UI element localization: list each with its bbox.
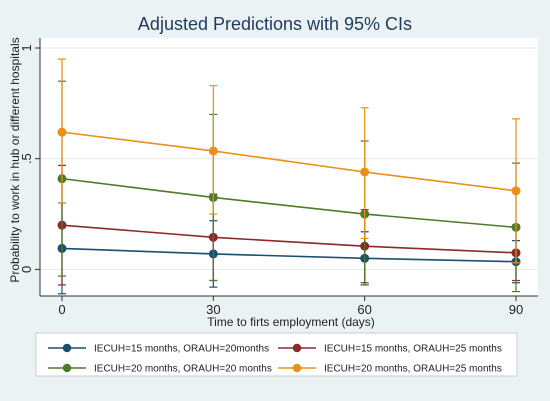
- legend-label: IECUH=20 months, ORAUH=20 months: [94, 364, 272, 375]
- legend-box: [35, 332, 518, 377]
- legend-swatch-marker: [292, 343, 302, 353]
- series-4: [57, 58, 521, 264]
- x-tick-label: 30: [206, 302, 220, 317]
- y-tick-label: .5: [19, 153, 34, 164]
- y-tick-label: 0: [19, 266, 34, 273]
- data-point: [511, 186, 521, 196]
- legend-entry: IECUH=15 months, ORAUH=25 months: [278, 344, 502, 355]
- legend-entry: IECUH=20 months, ORAUH=20 months: [48, 364, 272, 375]
- x-tick-label: 0: [58, 302, 65, 317]
- legend-swatch-marker: [62, 343, 72, 353]
- x-axis-label: Time to firts employment (days): [207, 315, 375, 329]
- legend-entry: IECUH=15 months, ORAUH=20months: [48, 344, 269, 355]
- series-line: [61, 224, 517, 254]
- series-line: [61, 247, 517, 263]
- legend-swatch-marker: [292, 363, 302, 373]
- series-line: [61, 131, 517, 192]
- grid: [40, 47, 538, 270]
- chart-title: Adjusted Predictions with 95% CIs: [138, 14, 412, 34]
- tick-labels: 0 .5 1 0 30 60 90: [19, 44, 523, 317]
- legend-label: IECUH=15 months, ORAUH=20months: [94, 344, 269, 355]
- legend: IECUH=15 months, ORAUH=20months IECUH=15 …: [35, 332, 518, 377]
- legend-label: IECUH=20 months, ORAUH=25 months: [324, 364, 502, 375]
- plot-area: [40, 38, 538, 296]
- data-point: [57, 127, 67, 137]
- series-line: [61, 177, 517, 229]
- axes: [35, 38, 538, 301]
- x-tick-label: 60: [357, 302, 371, 317]
- data-point: [360, 167, 370, 177]
- y-axis-label: Probability to work in hub or different …: [8, 37, 22, 282]
- data-point: [208, 146, 218, 156]
- x-tick-label: 90: [509, 302, 523, 317]
- legend-swatch-marker: [62, 363, 72, 373]
- legend-entry: IECUH=20 months, ORAUH=25 months: [278, 364, 502, 375]
- y-tick-label: 1: [19, 44, 34, 51]
- legend-label: IECUH=15 months, ORAUH=25 months: [324, 344, 502, 355]
- series-group: [57, 58, 521, 295]
